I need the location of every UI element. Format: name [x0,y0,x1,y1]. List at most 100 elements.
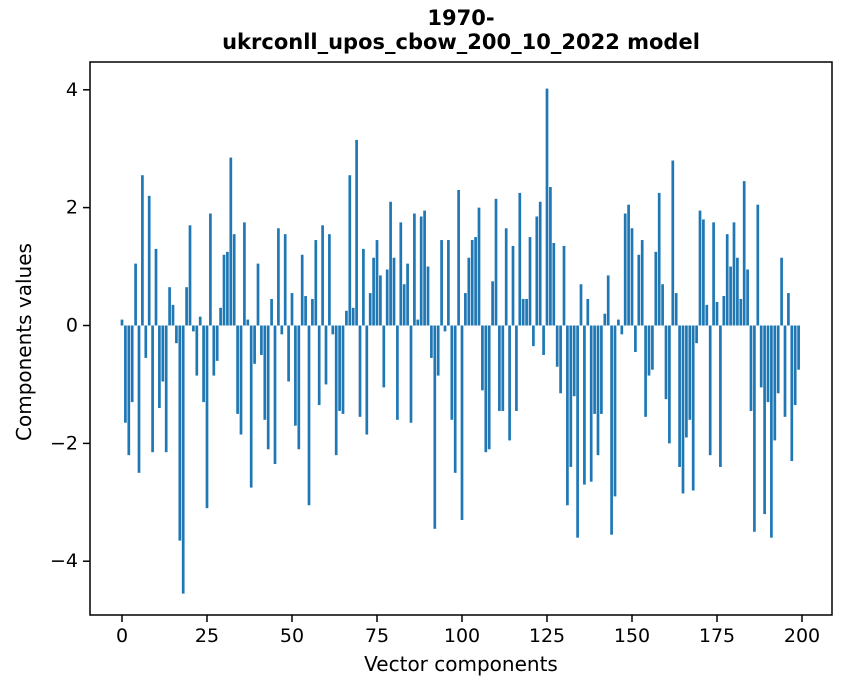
bar [457,189,460,326]
bar [249,325,253,488]
bar [637,254,641,326]
bar [504,228,508,326]
bar [780,257,783,326]
bar [759,325,763,388]
bar [783,325,787,417]
x-tick-label: 200 [784,625,820,647]
bar [695,325,698,344]
bar [338,325,341,411]
bar [413,213,416,326]
bar [470,240,474,326]
bar [661,284,664,326]
bar [423,210,426,326]
bar [634,325,637,353]
bar [453,325,457,473]
bar [790,325,794,462]
bar [307,325,311,506]
bar [715,301,719,326]
bar [773,325,777,441]
bar [311,298,314,326]
bar [477,207,481,326]
bar [430,325,433,358]
bar [467,257,471,326]
bar [379,275,382,326]
bar [566,325,569,506]
bar [623,213,627,326]
bar [613,325,617,497]
bar [297,325,301,450]
bar [630,228,634,326]
bar [535,216,539,326]
bar [290,293,294,326]
bar [708,325,712,456]
bar [164,325,168,453]
bar [222,254,226,326]
bar [151,325,154,453]
bar [144,325,148,358]
bar [419,216,423,326]
y-tick-label: 4 [66,79,78,101]
bar [219,307,222,326]
bar [181,325,185,594]
bar [341,325,345,414]
bar [127,325,131,456]
bar [154,248,158,326]
bar [355,139,358,326]
bar [229,157,233,326]
bar [436,325,440,376]
x-tick-label: 175 [699,625,735,647]
bar [521,298,525,326]
bar [518,192,522,326]
bar [185,287,188,326]
bar [698,210,702,326]
bar [392,257,396,326]
bar [158,325,161,408]
bar [508,325,511,441]
bar [253,325,256,364]
axes-frame [89,61,833,616]
bar [681,325,685,494]
bar [515,325,518,411]
bar [586,298,590,326]
bar [569,325,573,467]
x-tick-label: 100 [444,625,480,647]
bar [600,325,603,414]
bar [198,316,202,326]
x-axis-ticks: 0 25 50 75 100 125 150 175 200 [116,615,820,647]
bar [399,222,403,326]
bar [481,325,484,391]
bar [491,281,494,326]
bars-series [120,88,800,594]
bar [328,234,331,326]
bar [545,88,549,326]
bar [273,325,277,464]
bar [572,325,576,397]
bar [460,325,464,520]
bar [736,257,739,326]
bar [589,325,593,482]
bar [732,222,736,326]
bar [324,325,328,385]
bar [239,325,243,435]
bar [691,325,695,491]
bar [212,325,216,376]
bar [188,225,192,326]
bar [719,325,722,467]
x-tick-label: 75 [365,625,389,647]
bar [722,296,726,326]
y-tick-label: 2 [66,197,78,219]
bar [443,325,447,332]
bar [243,222,246,326]
bar [137,325,141,473]
bar [664,325,668,400]
bar [766,325,770,403]
bar [321,225,324,326]
bar [372,257,375,326]
bar [358,325,362,417]
bar [498,325,501,411]
bar [304,296,307,326]
bar [351,307,355,326]
bar [236,325,239,414]
x-axis-label: Vector components [364,652,558,676]
bar [161,325,165,382]
